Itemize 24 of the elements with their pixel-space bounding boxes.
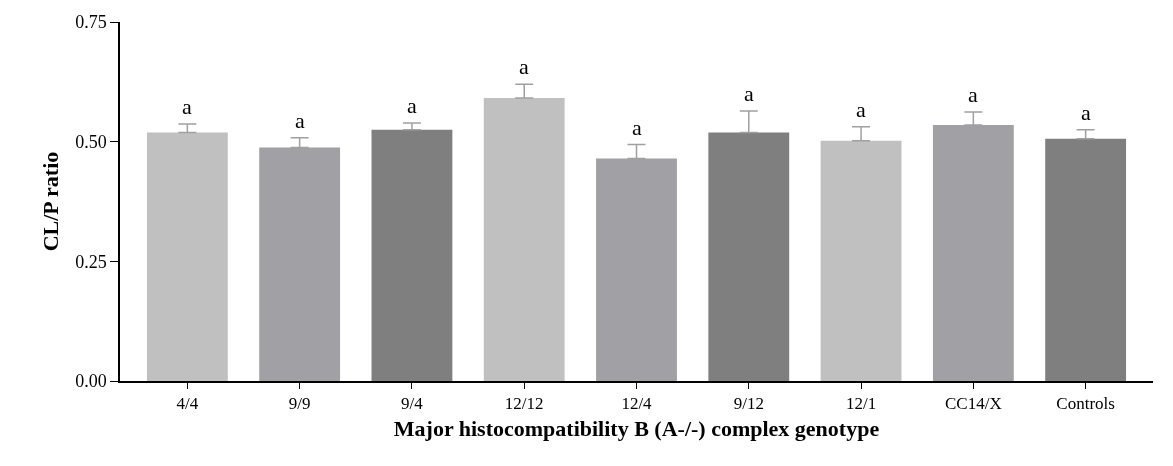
x-tick-label: 9/9 bbox=[288, 394, 311, 414]
y-tick-label: 0.50 bbox=[75, 131, 107, 152]
annotation: a bbox=[968, 82, 978, 107]
x-tick-label: 12/4 bbox=[621, 394, 653, 414]
x-tick-label: 4/4 bbox=[176, 394, 199, 414]
x-tick-label: 9/4 bbox=[401, 394, 424, 414]
x-axis-title: Major histocompatibility B (A-/-) complex genotype bbox=[393, 415, 880, 441]
annotation: a bbox=[519, 54, 529, 79]
y-tick-label: 0.75 bbox=[75, 12, 107, 33]
annotation: a bbox=[295, 108, 305, 133]
x-tick-label: Controls bbox=[1056, 394, 1115, 414]
y-tick-label: 0.25 bbox=[75, 251, 107, 272]
x-tick-label: 12/1 bbox=[845, 394, 877, 414]
annotation: a bbox=[856, 97, 866, 122]
x-tick-label: 9/12 bbox=[733, 394, 764, 414]
annotation: a bbox=[744, 81, 754, 106]
annotation: a bbox=[182, 94, 192, 119]
x-tick-label: CC14/X bbox=[945, 394, 1002, 414]
annotation: a bbox=[407, 93, 417, 118]
y-axis-title: CL/P ratio bbox=[38, 151, 64, 252]
y-tick-label: 0.00 bbox=[75, 371, 107, 392]
annotation: a bbox=[1081, 100, 1091, 125]
annotation: a bbox=[632, 115, 642, 140]
x-tick-label: 12/12 bbox=[504, 394, 544, 414]
